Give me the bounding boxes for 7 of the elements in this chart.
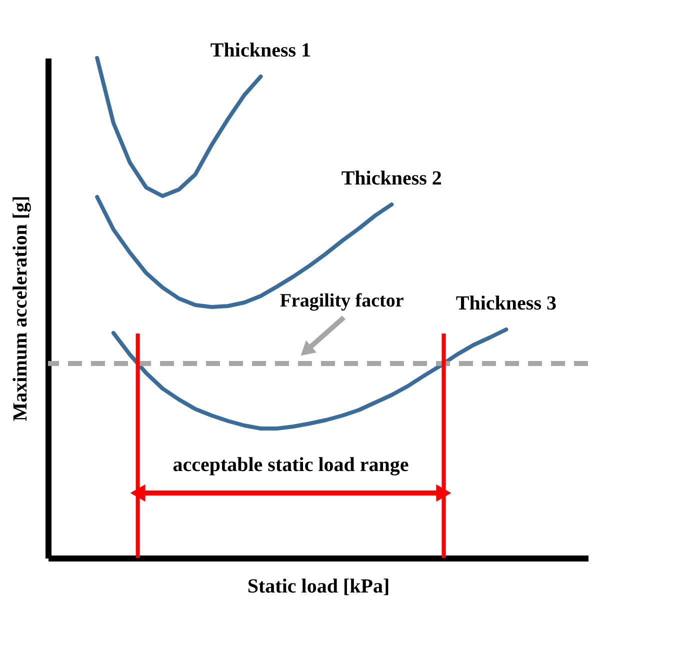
series-label: Thickness 3: [456, 292, 556, 314]
annotation: acceptable static load range: [172, 454, 409, 476]
x-axis-title: Static load [kPa]: [247, 576, 390, 598]
annotation: Fragility factor: [280, 290, 404, 312]
y-axis-title: Maximum acceleration [g]: [10, 196, 32, 422]
series-label: Thickness 1: [210, 40, 312, 62]
series-label: Thickness 2: [341, 168, 442, 190]
